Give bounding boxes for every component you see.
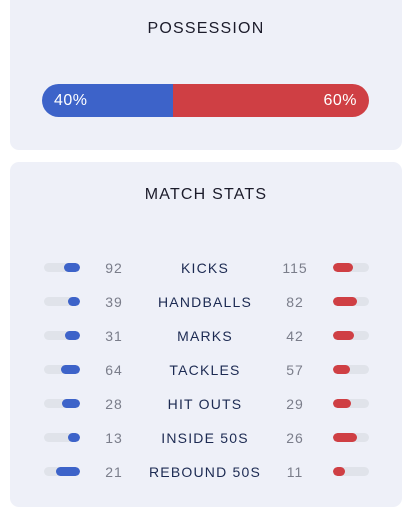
home-stat-bar-fill	[62, 399, 80, 408]
away-stat-value: 57	[286, 362, 304, 378]
home-stat-value: 64	[105, 362, 123, 378]
home-stat-bar-fill	[68, 433, 80, 442]
home-stat-bar-fill	[64, 331, 80, 340]
away-stat-value: 115	[282, 260, 308, 276]
home-stat-value: 31	[105, 328, 123, 344]
stat-row: 64 TACKLES 57	[10, 360, 402, 380]
home-stat-bar	[44, 399, 80, 408]
home-stat-bar-fill	[68, 297, 80, 306]
home-stat-bar	[44, 433, 80, 442]
home-stat-bar	[44, 467, 80, 476]
stat-label: HANDBALLS	[157, 294, 253, 310]
away-stat-value: 26	[286, 430, 304, 446]
home-stat-bar-fill	[60, 365, 80, 374]
away-stat-value: 82	[286, 294, 304, 310]
home-stat-value: 28	[105, 396, 123, 412]
stat-label: KICKS	[180, 260, 229, 276]
away-stat-value: 42	[286, 328, 304, 344]
stat-label: TACKLES	[169, 362, 241, 378]
away-stat-bar-fill	[333, 297, 358, 306]
home-stat-bar-fill	[64, 263, 80, 272]
stat-label: INSIDE 50S	[161, 430, 249, 446]
stat-label: REBOUND 50S	[148, 464, 261, 480]
stat-label: HIT OUTS	[167, 396, 243, 412]
possession-title: POSSESSION	[147, 20, 265, 37]
home-stat-value: 13	[105, 430, 123, 446]
home-stat-bar	[44, 297, 80, 306]
away-stat-bar-fill	[333, 263, 354, 272]
home-stat-bar	[44, 263, 80, 272]
stat-row: 21 REBOUND 50S 11	[10, 462, 402, 482]
stat-label: MARKS	[177, 328, 233, 344]
away-stat-bar	[333, 467, 369, 476]
home-stat-bar-fill	[56, 467, 80, 476]
away-stat-bar-fill	[333, 331, 354, 340]
stat-row: 13 INSIDE 50S 26	[10, 428, 402, 448]
home-stat-bar	[44, 331, 80, 340]
away-stat-bar	[333, 365, 369, 374]
away-stat-bar	[333, 263, 369, 272]
away-stat-bar	[333, 297, 369, 306]
stat-row: 92 KICKS 115	[10, 258, 402, 278]
away-stat-value: 11	[286, 464, 304, 480]
match-stats-card: MATCH STATS 92 KICKS 115 39 HANDBALLS 82 31 MAR…	[10, 162, 402, 507]
match-stats-title: MATCH STATS	[144, 186, 268, 203]
home-stat-value: 92	[105, 260, 123, 276]
away-stat-bar	[333, 331, 369, 340]
away-stat-value: 29	[286, 396, 304, 412]
home-stat-bar	[44, 365, 80, 374]
stat-row: 31 MARKS 42	[10, 326, 402, 346]
home-stat-value: 21	[105, 464, 123, 480]
home-stat-value: 39	[105, 294, 123, 310]
possession-away-segment: 60%	[172, 84, 369, 117]
away-stat-bar-fill	[333, 399, 352, 408]
stat-row: 39 HANDBALLS 82	[10, 292, 402, 312]
away-stat-bar-fill	[333, 467, 346, 476]
away-stat-bar-fill	[333, 365, 350, 374]
possession-card: POSSESSION 40% 60%	[10, 0, 402, 150]
away-stat-bar-fill	[333, 433, 358, 442]
possession-home-segment: 40%	[42, 84, 173, 117]
away-stat-bar	[333, 399, 369, 408]
away-stat-bar	[333, 433, 369, 442]
possession-bar: 40% 60%	[42, 84, 369, 117]
stat-row: 28 HIT OUTS 29	[10, 394, 402, 414]
